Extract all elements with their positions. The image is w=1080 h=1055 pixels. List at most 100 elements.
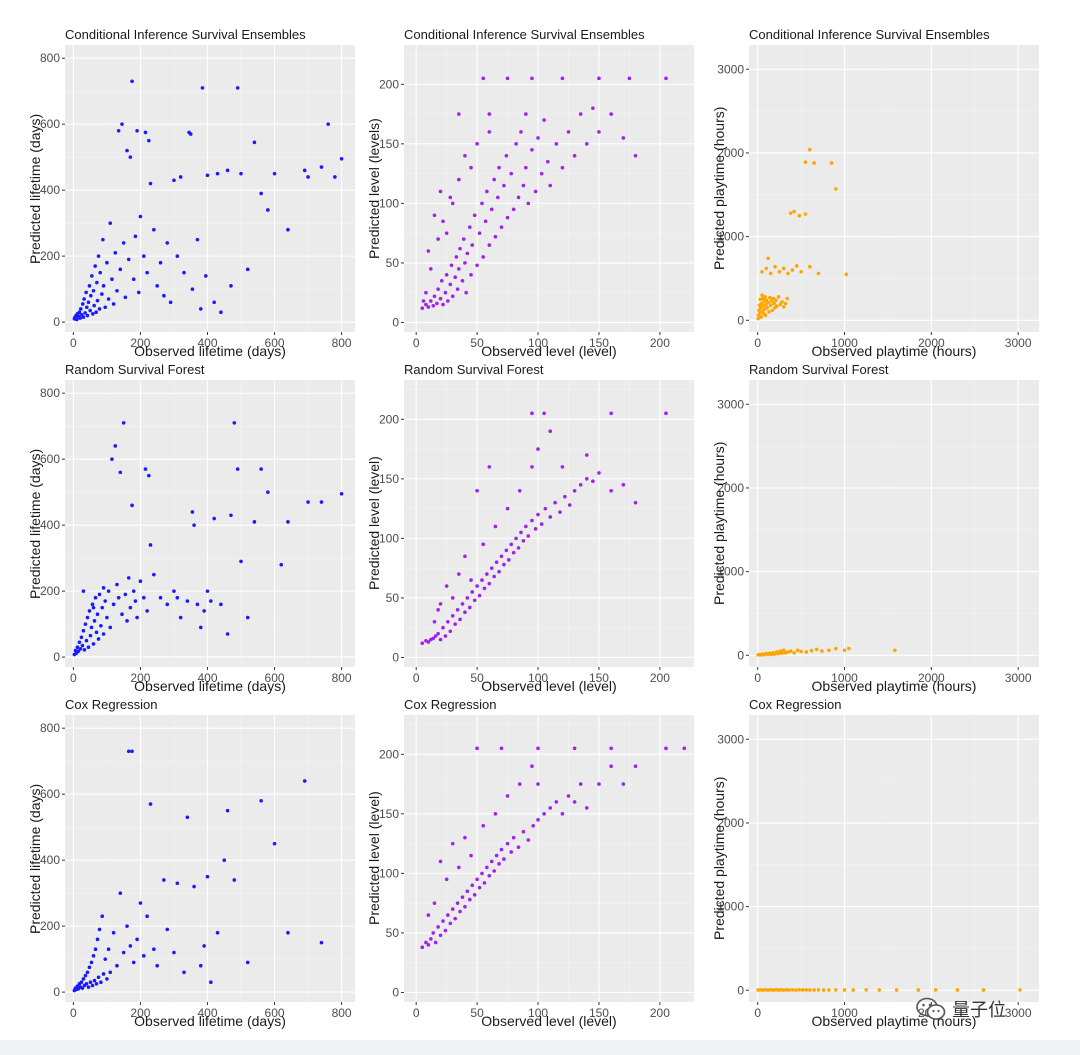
data-point: [426, 913, 431, 917]
data-point: [759, 653, 763, 657]
data-point: [487, 465, 492, 469]
data-point: [431, 636, 436, 641]
data-point: [765, 305, 770, 310]
data-point: [485, 865, 489, 870]
data-point: [101, 972, 106, 976]
data-point: [106, 947, 111, 952]
data-point: [420, 641, 425, 645]
data-point: [499, 847, 504, 852]
data-point: [809, 648, 814, 653]
x-tick-label: 3000: [1005, 671, 1032, 685]
data-point: [477, 593, 482, 598]
data-point: [424, 940, 428, 945]
data-point: [424, 639, 428, 643]
data-point: [239, 559, 243, 564]
data-point: [438, 602, 443, 606]
data-point: [198, 307, 203, 311]
data-point: [165, 602, 170, 607]
data-point: [128, 605, 133, 610]
data-point: [326, 122, 330, 126]
data-point: [209, 980, 213, 985]
data-point: [591, 106, 595, 110]
data-point: [465, 596, 470, 600]
data-point: [494, 853, 499, 858]
data-point: [492, 574, 496, 579]
data-point: [842, 988, 847, 992]
data-point: [773, 264, 777, 269]
data-point: [222, 858, 227, 862]
data-point: [517, 782, 522, 786]
data-point: [190, 510, 195, 514]
x-tick-label: 2000: [918, 336, 945, 350]
data-point: [502, 562, 506, 567]
data-point: [131, 589, 136, 593]
data-point: [130, 79, 134, 84]
data-point: [807, 988, 812, 992]
data-points: [72, 79, 344, 322]
wechat-icon: [916, 997, 946, 1020]
data-point: [768, 303, 773, 308]
data-point: [786, 650, 790, 654]
data-point: [76, 987, 81, 991]
data-point: [81, 315, 86, 319]
data-point: [502, 183, 506, 188]
data-point: [801, 988, 805, 992]
data-point: [548, 183, 553, 188]
y-axis-label: Predicted level (levels): [366, 118, 382, 259]
data-point: [446, 299, 450, 303]
data-point: [232, 878, 237, 882]
data-point: [143, 130, 148, 135]
data-point: [502, 857, 506, 861]
data-point: [141, 595, 146, 600]
data-point: [259, 467, 263, 471]
data-point: [829, 161, 834, 165]
data-point: [429, 267, 433, 271]
y-tick-label: 0: [392, 650, 399, 664]
data-point: [916, 988, 921, 992]
panel-title: Random Survival Forest: [404, 362, 544, 377]
data-point: [487, 112, 492, 116]
data-point: [499, 554, 504, 559]
plot-background: [65, 380, 355, 667]
x-tick-label: 3000: [1005, 1006, 1032, 1020]
data-point: [245, 267, 250, 272]
data-point: [457, 177, 461, 182]
data-point: [509, 171, 514, 176]
data-point: [130, 503, 134, 508]
data-point: [981, 988, 986, 992]
data-point: [78, 985, 83, 989]
data-point: [88, 308, 92, 313]
y-tick-label: 200: [40, 584, 60, 598]
data-point: [609, 746, 613, 751]
data-point: [768, 271, 773, 276]
data-point: [121, 241, 126, 245]
data-point: [766, 300, 770, 305]
data-point: [763, 295, 767, 299]
data-point: [123, 295, 128, 300]
data-point: [111, 602, 116, 607]
data-point: [758, 305, 763, 310]
data-point: [172, 589, 176, 593]
data-point: [421, 299, 426, 303]
data-point: [762, 307, 767, 312]
data-point: [847, 646, 851, 651]
data-point: [472, 598, 477, 603]
data-point: [578, 782, 583, 786]
data-point: [481, 255, 486, 259]
data-point: [767, 310, 771, 314]
data-point: [225, 168, 230, 173]
data-point: [766, 652, 770, 657]
data-point: [89, 625, 94, 630]
y-tick-label: 1000: [717, 900, 744, 914]
y-tick-label: 0: [53, 650, 60, 664]
data-point: [516, 195, 521, 200]
data-point: [121, 950, 126, 955]
x-tick-label: 200: [130, 1006, 150, 1020]
data-point: [245, 960, 250, 965]
data-point: [804, 650, 809, 654]
data-point: [204, 274, 208, 278]
data-point: [682, 746, 687, 751]
data-point: [319, 940, 324, 945]
data-point: [148, 543, 153, 547]
